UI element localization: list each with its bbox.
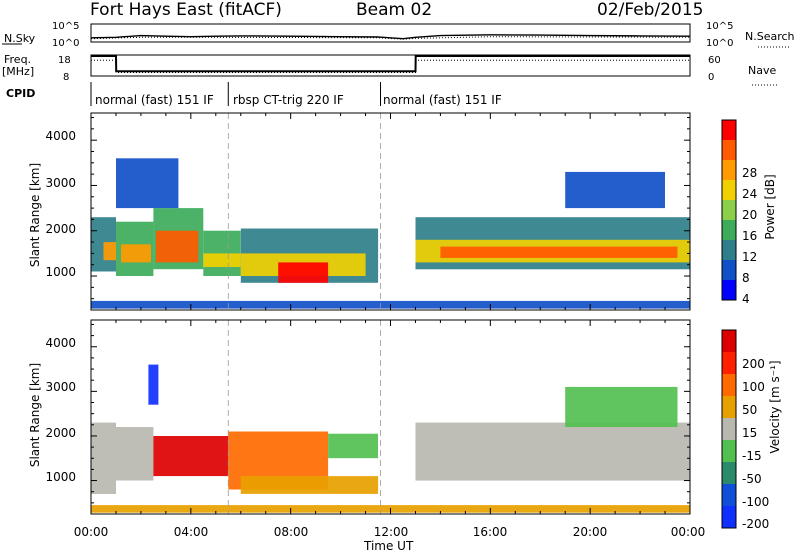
power-colorbar-label: Power [dB]: [763, 157, 777, 257]
noise-tick-low-right: 10^0: [706, 38, 733, 49]
nsky-label: N.Sky: [4, 33, 35, 45]
noise-tick-low: 10^0: [52, 38, 79, 49]
power-colorbar-color-swatch: [722, 220, 736, 240]
power-colorbar-tick: 28: [742, 167, 757, 179]
velocity-panel-scatter-region: [153, 436, 228, 476]
power-colorbar-color-swatch: [722, 140, 736, 160]
radar-title: Fort Hays East (fitACF): [90, 0, 282, 20]
velocity-colorbar-color-swatch: [722, 484, 736, 506]
power-y-axis-label: Slant Range [km]: [28, 150, 42, 280]
freq-unit-label: [MHz]: [2, 66, 34, 78]
velocity-panel-scatter-region: [328, 434, 378, 459]
power-colorbar-color-swatch: [722, 200, 736, 220]
cpid-segment-label: normal (fast) 151 IF: [95, 93, 214, 107]
power-colorbar-tick: 12: [742, 251, 757, 263]
cpid-label: CPID: [6, 88, 35, 100]
velocity-colorbar-tick: 50: [742, 404, 757, 416]
velocity-colorbar-color-swatch: [722, 374, 736, 396]
power-panel-scatter-region: [565, 172, 665, 208]
x-tick-label: 04:00: [174, 525, 209, 539]
power-colorbar-color-swatch: [722, 260, 736, 280]
cpid-segment-label: normal (fast) 151 IF: [383, 93, 502, 107]
velocity-colorbar-color-swatch: [722, 506, 736, 528]
velocity-colorbar-tick: -200: [742, 518, 769, 530]
velocity-y-tick-label: 2000: [36, 427, 76, 439]
noise-tick-high-right: 10^5: [706, 21, 733, 32]
nave-label: Nave: [748, 65, 776, 77]
power-panel-scatter-region: [104, 242, 117, 260]
nave-tick-low: 0: [708, 72, 714, 83]
power-panel-scatter-region: [156, 231, 198, 263]
power-colorbar-color-swatch: [722, 160, 736, 180]
velocity-colorbar-tick: 100: [742, 381, 765, 393]
velocity-colorbar-tick: 15: [742, 427, 757, 439]
velocity-colorbar-color-swatch: [722, 418, 736, 440]
velocity-colorbar-label: Velocity [m s⁻¹]: [768, 352, 782, 462]
power-colorbar-color-swatch: [722, 120, 736, 140]
freq-panel-frame: [91, 55, 690, 76]
power-panel-scatter-region: [278, 262, 328, 282]
velocity-colorbar-tick: -50: [742, 473, 762, 485]
velocity-colorbar-color-swatch: [722, 462, 736, 484]
velocity-panel-scatter-region: [116, 427, 153, 481]
velocity-panel-scatter-region: [148, 365, 158, 405]
power-colorbar-tick: 4: [742, 293, 750, 305]
power-colorbar-tick: 8: [742, 272, 750, 284]
date-label: 02/Feb/2015: [597, 0, 703, 20]
power-y-tick-label: 2000: [36, 223, 76, 235]
power-y-tick-label: 1000: [36, 266, 76, 278]
frequency-series-line: [91, 56, 690, 71]
power-colorbar-color-swatch: [722, 240, 736, 260]
nave-tick-high: 60: [708, 55, 721, 66]
x-axis-label: Time UT: [364, 540, 413, 552]
freq-tick-low: 8: [63, 72, 69, 83]
velocity-panel-scatter-region: [565, 387, 677, 427]
noise-panel-frame: [91, 24, 690, 42]
x-tick-label: 08:00: [274, 525, 309, 539]
velocity-y-tick-label: 1000: [36, 471, 76, 483]
power-colorbar-tick: 24: [742, 188, 757, 200]
velocity-colorbar-color-swatch: [722, 352, 736, 374]
nsearch-label: N.Search: [745, 31, 795, 43]
x-tick-label: 00:00: [671, 525, 706, 539]
x-tick-label: 00:00: [74, 525, 109, 539]
x-tick-label: 12:00: [374, 525, 409, 539]
freq-tick-high: 18: [58, 55, 71, 66]
power-y-tick-label: 4000: [36, 130, 76, 142]
x-tick-label: 16:00: [473, 525, 508, 539]
rti-plot-canvas: [0, 0, 800, 554]
noise-tick-high: 10^5: [52, 21, 79, 32]
velocity-y-tick-label: 4000: [36, 337, 76, 349]
velocity-colorbar-color-swatch: [722, 396, 736, 418]
velocity-panel-scatter-region: [416, 423, 691, 481]
superdarn-rti-figure: Fort Hays East (fitACF) Beam 02 02/Feb/2…: [0, 0, 800, 554]
power-colorbar-tick: 20: [742, 209, 757, 221]
velocity-colorbar-color-swatch: [722, 330, 736, 352]
power-panel-scatter-region: [203, 231, 240, 276]
velocity-colorbar-tick: -15: [742, 450, 762, 462]
velocity-colorbar-color-swatch: [722, 440, 736, 462]
power-colorbar-color-swatch: [722, 280, 736, 300]
power-panel-scatter-region: [203, 253, 240, 267]
beam-label: Beam 02: [356, 0, 432, 20]
power-panel-scatter-region: [116, 158, 178, 208]
power-colorbar-color-swatch: [722, 180, 736, 200]
velocity-panel-scatter-region: [241, 476, 378, 494]
power-panel-scatter-region: [121, 244, 151, 262]
velocity-y-tick-label: 3000: [36, 381, 76, 393]
power-panel-scatter-region: [440, 247, 677, 258]
velocity-panel-scatter-region: [91, 423, 116, 494]
velocity-colorbar-tick: 200: [742, 358, 765, 370]
cpid-segment-label: rbsp CT-trig 220 IF: [233, 93, 344, 107]
power-colorbar-tick: 16: [742, 230, 757, 242]
velocity-y-axis-label: Slant Range [km]: [28, 350, 42, 480]
power-y-tick-label: 3000: [36, 177, 76, 189]
nsky-series-line: [91, 35, 690, 39]
x-tick-label: 20:00: [573, 525, 608, 539]
velocity-colorbar-tick: -100: [742, 496, 769, 508]
